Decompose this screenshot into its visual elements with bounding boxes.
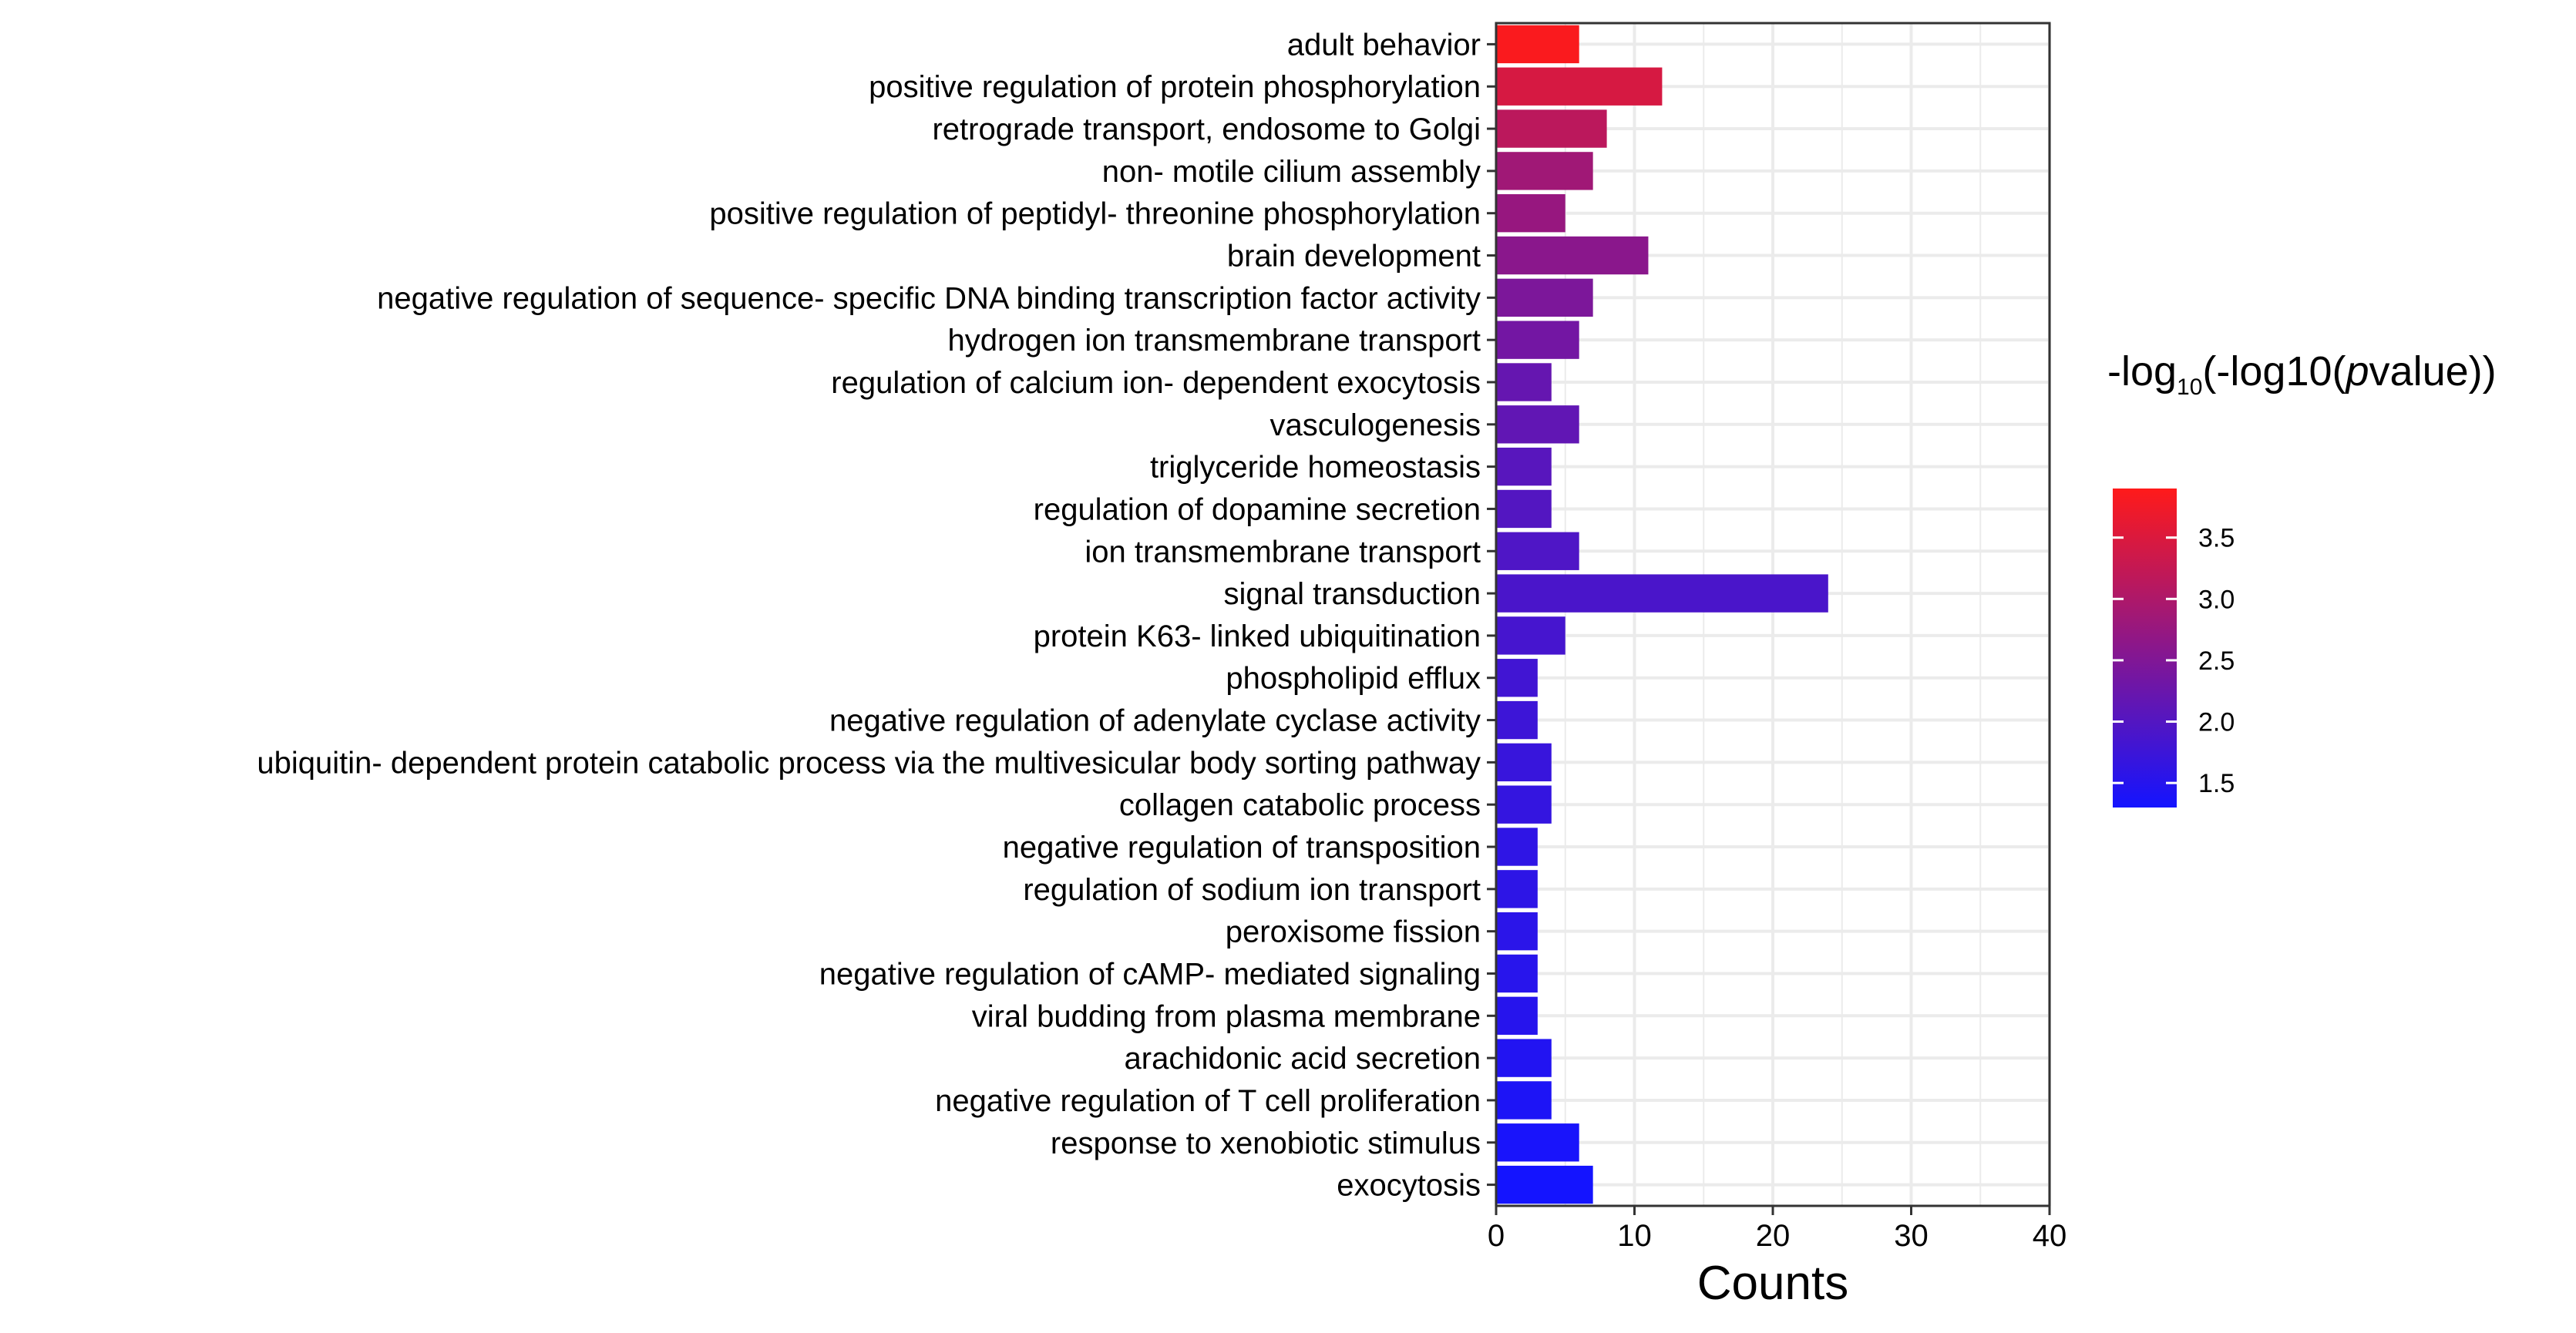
bar — [1496, 1081, 1552, 1120]
legend-tick-label: 2.0 — [2198, 708, 2235, 737]
legend-title-prefix: -log — [2107, 348, 2177, 395]
color-legend: -log10(-log10(pvalue)) 1.5 2.0 2.5 3.0 3.5 — [2107, 348, 2497, 808]
bar — [1496, 194, 1565, 233]
legend-ticks: 1.5 2.0 2.5 3.0 3.5 — [2113, 524, 2235, 798]
x-axis-title: Counts — [1697, 1257, 1848, 1310]
category-label: retrograde transport, endosome to Golgi — [932, 112, 1481, 146]
category-label: negative regulation of sequence- specifi… — [377, 281, 1481, 315]
bar — [1496, 828, 1538, 866]
category-label: brain development — [1227, 240, 1481, 274]
category-label: negative regulation of T cell proliferat… — [935, 1084, 1481, 1118]
category-label: ubiquitin- dependent protein catabolic p… — [257, 746, 1481, 780]
x-tick-label: 0 — [1488, 1219, 1505, 1253]
bars — [1496, 25, 1828, 1204]
bar — [1496, 1039, 1552, 1077]
bar — [1496, 574, 1828, 613]
category-label: response to xenobiotic stimulus — [1051, 1127, 1481, 1160]
legend-title-subscript: 10 — [2177, 374, 2202, 400]
bar — [1496, 659, 1538, 697]
bar — [1496, 1123, 1579, 1162]
bar — [1496, 996, 1538, 1035]
legend-colorbar — [2113, 489, 2177, 808]
legend-title-suffix: value)) — [2369, 348, 2497, 395]
category-label: ion transmembrane transport — [1085, 535, 1481, 569]
category-label: positive regulation of protein phosphory… — [869, 70, 1481, 104]
category-label: triglyceride homeostasis — [1150, 451, 1481, 485]
x-tick-label: 10 — [1617, 1219, 1652, 1253]
bar — [1496, 236, 1649, 275]
bar — [1496, 785, 1552, 824]
legend-tick-label: 2.5 — [2198, 646, 2235, 676]
bar — [1496, 67, 1663, 106]
legend-tick-label: 3.5 — [2198, 524, 2235, 553]
category-label: phospholipid efflux — [1226, 662, 1481, 696]
category-label: regulation of sodium ion transport — [1023, 873, 1481, 907]
bar — [1496, 363, 1552, 401]
category-label: peroxisome fission — [1226, 915, 1481, 949]
category-label: exocytosis — [1337, 1169, 1481, 1203]
bar — [1496, 447, 1552, 486]
bar — [1496, 109, 1607, 148]
category-label: adult behavior — [1287, 28, 1481, 62]
category-label: collagen catabolic process — [1119, 788, 1481, 822]
category-label: non- motile cilium assembly — [1102, 155, 1481, 189]
bar — [1496, 25, 1579, 64]
bar — [1496, 912, 1538, 951]
category-label: regulation of calcium ion- dependent exo… — [831, 366, 1481, 400]
bar — [1496, 870, 1538, 908]
x-tick-label: 40 — [2033, 1219, 2067, 1253]
category-label: viral budding from plasma membrane — [972, 999, 1481, 1033]
bar — [1496, 321, 1579, 359]
category-label: regulation of dopamine secretion — [1034, 492, 1481, 526]
x-tick-label: 30 — [1894, 1219, 1929, 1253]
bar — [1496, 1165, 1593, 1204]
legend-tick-label: 1.5 — [2198, 769, 2235, 798]
category-label: signal transduction — [1223, 577, 1481, 611]
bar — [1496, 616, 1565, 655]
legend-title: -log10(-log10(pvalue)) — [2107, 348, 2497, 400]
legend-title-mid: (-log10( — [2202, 348, 2346, 395]
legend-title-italic: p — [2345, 348, 2369, 395]
category-label: positive regulation of peptidyl- threoni… — [709, 197, 1481, 231]
bar — [1496, 278, 1593, 317]
bar — [1496, 532, 1579, 570]
category-label: negative regulation of transposition — [1003, 831, 1481, 865]
category-label: protein K63- linked ubiquitination — [1034, 619, 1481, 653]
bar — [1496, 405, 1579, 444]
category-label: negative regulation of cAMP- mediated si… — [819, 957, 1481, 991]
category-label: vasculogenesis — [1270, 408, 1481, 442]
bar — [1496, 700, 1538, 740]
category-labels: adult behavior positive regulation of pro… — [257, 28, 1496, 1203]
x-tick-label: 20 — [1756, 1219, 1791, 1253]
bar — [1496, 954, 1538, 993]
bar — [1496, 489, 1552, 529]
category-label: negative regulation of adenylate cyclase… — [829, 704, 1481, 738]
bar — [1496, 152, 1593, 190]
legend-tick-label: 3.0 — [2198, 585, 2235, 614]
bar — [1496, 743, 1552, 782]
category-label: arachidonic acid secretion — [1125, 1042, 1481, 1076]
category-label: hydrogen ion transmembrane transport — [948, 324, 1481, 358]
x-axis-ticks: 0 10 20 30 40 — [1488, 1206, 2067, 1253]
